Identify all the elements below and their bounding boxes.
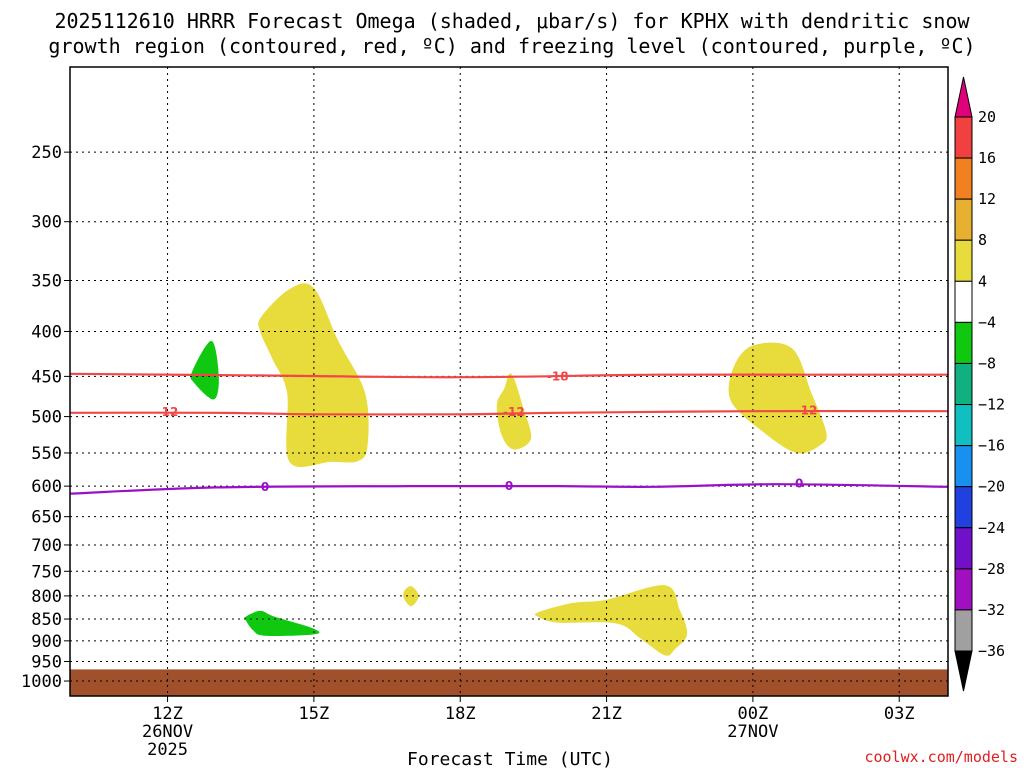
x-tick-label: 18Z (445, 704, 476, 724)
shaded-region-omega-negative-low (244, 610, 320, 636)
y-tick-label: 250 (31, 143, 62, 163)
contour-dgz-minus12 (69, 409, 949, 416)
x-tick-label: 15Z (299, 704, 330, 724)
x-tick-label: 00Z (738, 704, 769, 724)
colorbar-segment (954, 239, 973, 282)
colorbar-segment (954, 116, 973, 159)
contour-dgz-minus18 (69, 372, 948, 379)
x-tick-label: 12Z (152, 704, 183, 724)
colorbar-segment (954, 445, 973, 488)
colorbar-tick-label: −8 (978, 354, 996, 372)
shaded-region-omega-positive-mid-1 (496, 373, 532, 450)
shaded-region-omega-positive-low-1 (403, 586, 419, 607)
y-tick-label: 400 (31, 322, 62, 342)
y-tick-label: 950 (31, 652, 62, 672)
contour-label-freezing-level: 0 (505, 479, 513, 493)
colorbar-segment (954, 527, 973, 570)
colorbar-tick-label: 12 (978, 190, 996, 208)
colorbar-segment (954, 609, 973, 652)
y-tick-label: 450 (31, 367, 62, 387)
x-tick-label: 03Z (884, 704, 915, 724)
credit-text: coolwx.com/models (864, 748, 1018, 766)
colorbar-tick-label: −24 (978, 519, 1005, 537)
colorbar-tick-label: −16 (978, 437, 1005, 455)
colorbar-tick-label: −32 (978, 601, 1005, 619)
contour-label-dgz-minus12: -12 (503, 405, 525, 419)
colorbar-segment (954, 568, 973, 611)
colorbar-tick-label: −4 (978, 313, 996, 331)
colorbar-tick-label: 8 (978, 231, 987, 249)
y-tick-label: 1000 (21, 672, 62, 692)
colorbar-tick-label: 16 (978, 149, 996, 167)
plot-frame (69, 66, 949, 697)
shaded-region-omega-positive-low-2 (534, 585, 688, 656)
y-tick-label: 350 (31, 272, 62, 292)
x-tick-sublabel: 27NOV (727, 722, 778, 742)
y-tick-label: 900 (31, 632, 62, 652)
chart-title-line-1: 2025112610 HRRR Forecast Omega (shaded, … (54, 9, 970, 33)
surface-band (70, 669, 948, 696)
x-axis-label: Forecast Time (UTC) (407, 749, 613, 768)
y-tick-label: 750 (31, 562, 62, 582)
y-tick-label: 850 (31, 610, 62, 630)
plot-area: -18 -12 -12 -12 0 0 0 250 300 350 400 450 500 550 600 6… (21, 66, 949, 760)
colorbar-tick-label: −36 (978, 642, 1005, 660)
colorbar-segment (954, 157, 973, 200)
contour-freezing-level (69, 483, 949, 495)
x-tick-sublabel: 26NOV (142, 722, 193, 742)
chart-title-line-2: growth region (contoured, red, ºC) and f… (48, 34, 975, 58)
colorbar-segment (954, 280, 973, 323)
colorbar-bottom-arrow (954, 650, 973, 692)
contour-label-dgz-minus18: -18 (547, 369, 569, 383)
colorbar-tick-label: −20 (978, 478, 1005, 496)
colorbar-top-arrow (954, 76, 973, 118)
y-tick-label: 500 (31, 408, 62, 428)
y-tick-label: 800 (31, 587, 62, 607)
colorbar-segment (954, 362, 973, 406)
y-tick-label: 550 (31, 444, 62, 464)
y-tick-label: 650 (31, 508, 62, 528)
colorbar-segment (954, 198, 973, 241)
colorbar: 20 16 12 8 4 −4 −8 −12 −16 −20 −24 −28 −32 −36 (954, 76, 1005, 692)
y-tick-label: 700 (31, 536, 62, 556)
colorbar-segment (954, 404, 973, 447)
x-tick-sublabel: 2025 (147, 740, 188, 760)
colorbar-segment (954, 486, 973, 529)
y-tick-label: 300 (31, 213, 62, 233)
shaded-region-omega-positive-upper-2 (728, 342, 827, 454)
y-tick-label: 600 (31, 477, 62, 497)
contour-label-freezing-level: 0 (261, 480, 269, 494)
x-tick-label: 21Z (591, 704, 622, 724)
colorbar-tick-label: 20 (978, 108, 996, 126)
colorbar-segment (954, 321, 973, 364)
colorbar-tick-label: −12 (978, 396, 1005, 414)
shaded-region-omega-negative-upper (190, 340, 219, 400)
contour-label-freezing-level: 0 (795, 477, 803, 491)
colorbar-tick-label: −28 (978, 560, 1005, 578)
contour-label-dgz-minus12: -12 (796, 403, 818, 417)
colorbar-tick-label: 4 (978, 272, 987, 290)
contour-label-dgz-minus12: -12 (157, 405, 179, 419)
